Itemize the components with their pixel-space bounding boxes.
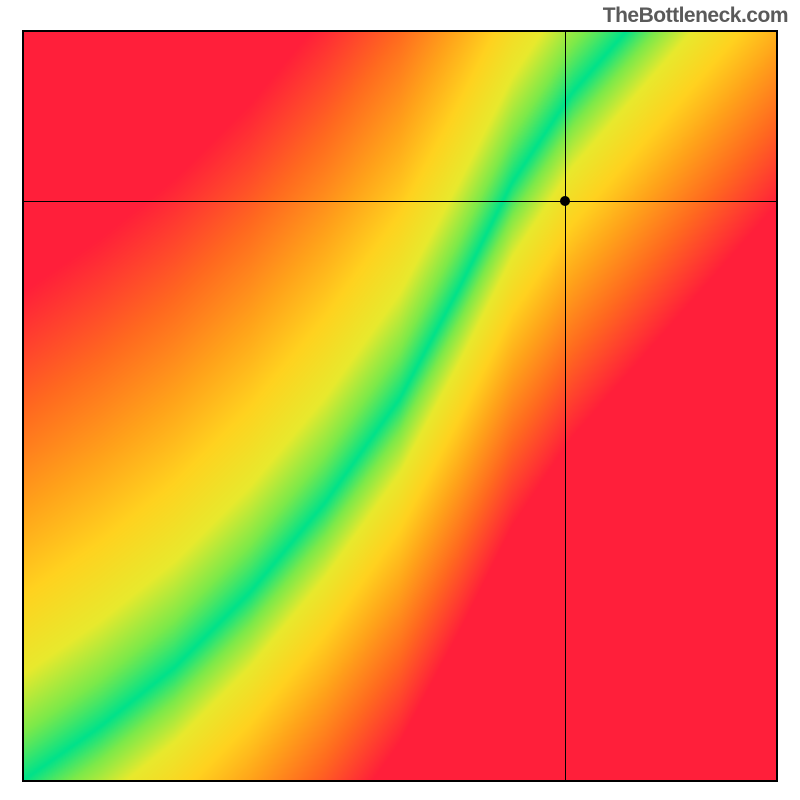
- watermark-text: TheBottleneck.com: [603, 4, 788, 28]
- crosshair-vertical: [565, 32, 566, 780]
- heatmap-canvas: [24, 32, 776, 780]
- bottleneck-heatmap: [22, 30, 778, 782]
- crosshair-horizontal: [24, 201, 776, 202]
- crosshair-marker: [560, 196, 570, 206]
